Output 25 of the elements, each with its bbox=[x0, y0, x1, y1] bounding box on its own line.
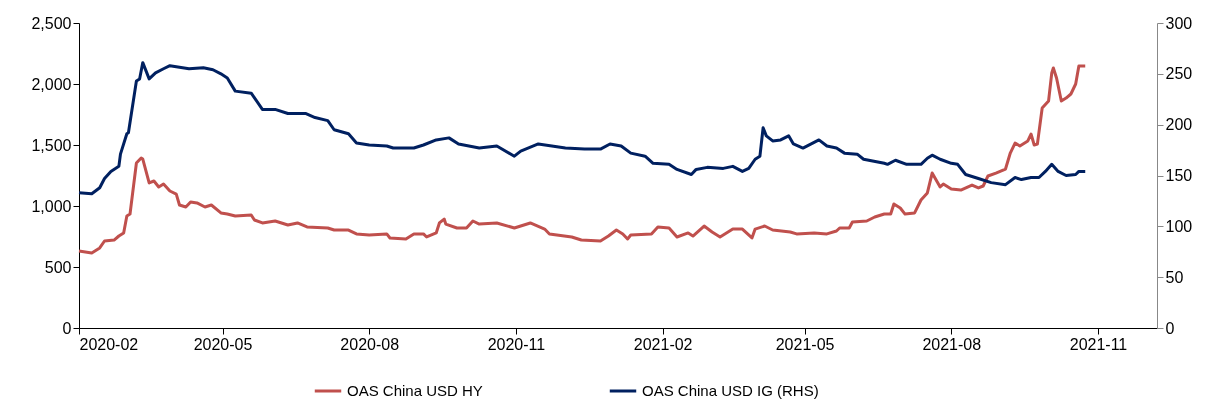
x-tick-label: 2021-08 bbox=[922, 335, 982, 353]
x-tick-label: 2021-02 bbox=[633, 335, 693, 353]
y-tick-label: 1,500 bbox=[31, 136, 72, 154]
x-tick-label: 2021-05 bbox=[775, 335, 835, 353]
x-tick-label: 2020-11 bbox=[487, 335, 546, 353]
y2-tick-label: 300 bbox=[1165, 14, 1193, 32]
y2-tick-label: 100 bbox=[1165, 217, 1193, 235]
legend-label: OAS China USD HY bbox=[347, 382, 483, 399]
x-tick-label: 2021-11 bbox=[1069, 335, 1128, 353]
line-series bbox=[77, 61, 1087, 196]
y-tick-label: 2,500 bbox=[31, 14, 72, 32]
x-tick-label: 2020-08 bbox=[340, 335, 400, 353]
y2-tick-label: 150 bbox=[1165, 167, 1193, 184]
y2-tick-label: 0 bbox=[1165, 319, 1175, 337]
y-tick-label: 500 bbox=[44, 258, 72, 276]
y2-tick-label: 200 bbox=[1165, 116, 1193, 134]
legend-label: OAS China USD IG (RHS) bbox=[642, 382, 819, 399]
line-series bbox=[77, 64, 1087, 255]
y2-tick-label: 50 bbox=[1165, 268, 1184, 286]
x-tick-label: 2020-05 bbox=[193, 335, 253, 353]
y-tick-label: 2,000 bbox=[31, 75, 72, 93]
y-tick-label: 0 bbox=[62, 319, 72, 337]
y2-tick-label: 250 bbox=[1165, 65, 1193, 83]
y-tick-label: 1,000 bbox=[31, 197, 72, 215]
x-tick-label: 2020-02 bbox=[79, 335, 139, 353]
